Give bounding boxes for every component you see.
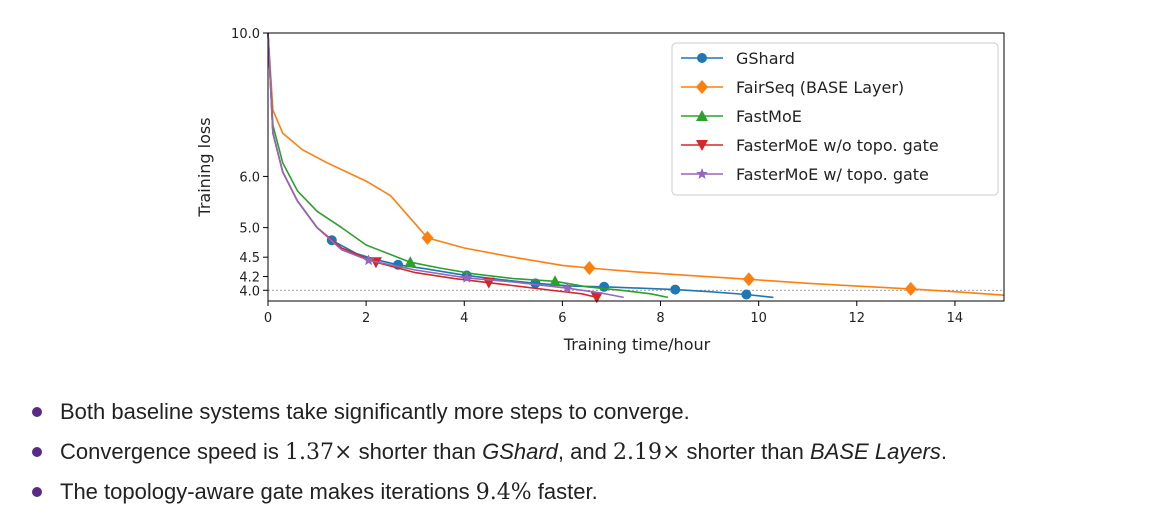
bullet-item: Convergence speed is 1.37× shorter than … [32,432,947,472]
x-tick-label: 0 [264,311,272,326]
bullet-item: The topology-aware gate makes iterations… [32,472,947,512]
series-layer [267,32,1005,304]
x-tick-label: 4 [460,311,468,326]
marker-diamond [742,272,755,287]
bullet-dot [32,447,42,457]
bullet-dot [32,407,42,417]
bullet-text-part: shorter than [352,439,483,464]
x-tick-label: 10 [750,311,767,326]
marker-diamond [696,80,708,94]
marker-circle [697,53,707,63]
marker-star [561,282,573,293]
math-value: 2.19× [612,440,681,465]
marker-diamond [583,261,596,276]
bullet-text-part: faster. [531,479,598,504]
plot-frame [267,32,1005,302]
marker-star [362,254,375,266]
y-tick-label: 4.2 [239,271,260,286]
bullet-text-part: Convergence speed is [60,439,286,464]
y-axis: 10.0 6.0 5.0 4.5 4.24.0 [231,27,268,299]
marker-triangle-down [696,140,708,151]
x-axis: 0 2 4 6 8 10 12 14 [264,301,963,326]
legend-entry: FasterMoE w/o topo. gate [681,136,939,155]
marker-circle [599,281,610,292]
series-line [267,32,1005,296]
y-tick-label: 10.0 [231,27,260,42]
series-1 [267,32,1005,296]
x-axis-label: Training time/hour [563,335,711,354]
marker-triangle-up [404,256,417,268]
legend-entry: FastMoE [681,107,802,126]
legend-label: GShard [736,49,795,68]
italic-term: GShard [482,439,558,464]
marker-star [461,271,473,283]
y-tick-label: 5.0 [239,222,260,237]
y-axis-label: Training loss [195,117,214,217]
x-tick-label: 2 [362,311,370,326]
bullet-text-part: . [940,439,947,464]
legend-label: FasterMoE w/o topo. gate [736,136,939,155]
legend-entry: FasterMoE w/ topo. gate [681,165,929,184]
bullet-dot [32,487,42,497]
bullet-list: Both baseline systems take significantly… [32,392,947,512]
legend-label: FasterMoE w/ topo. gate [736,165,929,184]
marker-circle [670,284,681,295]
italic-term: BASE Layers [810,439,941,464]
marker-diamond [421,230,434,245]
series-2 [267,32,669,299]
marker-triangle-up [696,110,708,121]
bullet-text: Both baseline systems take significantly… [60,399,690,424]
marker-circle [741,289,752,300]
y-tick-label: 6.0 [239,170,260,185]
marker-triangle-down [590,292,603,304]
bullet-item: Both baseline systems take significantly… [32,392,947,432]
training-loss-chart: 0 2 4 6 8 10 12 14 10.0 6.0 5.0 4.5 4.24.0 Training… [195,27,1005,354]
marker-diamond [904,281,917,296]
math-value: 1.37× [285,440,353,465]
bullet-text-part: shorter than [680,439,811,464]
series-line [267,32,669,299]
x-tick-label: 12 [849,311,866,326]
y-tick-label: 4.5 [239,251,260,266]
legend-label: FairSeq (BASE Layer) [736,78,904,97]
marker-triangle-up [549,275,562,287]
legend-label: FastMoE [736,107,802,126]
marker-triangle-down [369,257,382,269]
y-tick-label: 4.0 [239,284,260,299]
series-4 [267,32,624,299]
x-tick-label: 14 [947,311,964,326]
x-tick-label: 8 [656,311,664,326]
legend-entry: GShard [681,49,795,68]
bullet-text-part: , and [557,439,613,464]
marker-star [696,168,708,179]
x-tick-label: 6 [558,311,566,326]
legend-entry: FairSeq (BASE Layer) [681,78,904,97]
legend-box [671,42,999,196]
bullet-text-part: The topology-aware gate makes iterations [60,479,476,504]
math-value: 9.4% [475,480,532,505]
legend: GShard FairSeq (BASE Layer) FastMoE FasterM… [671,42,999,196]
